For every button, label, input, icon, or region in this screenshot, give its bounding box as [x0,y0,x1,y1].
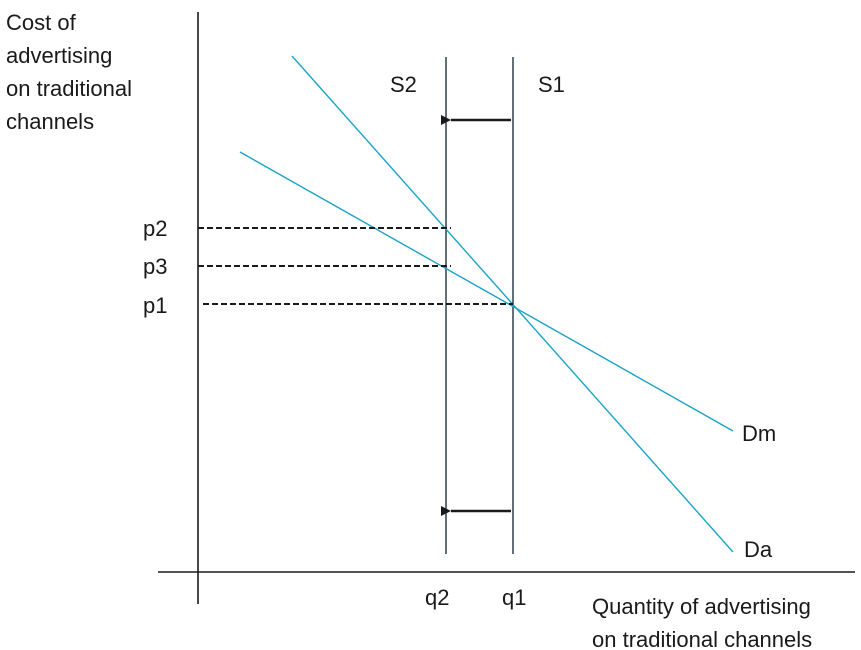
demand-curve-dm [239,151,734,432]
price-label-p2: p2 [143,216,167,241]
quantity-label-q1: q1 [502,585,526,610]
price-label-p1: p1 [143,293,167,318]
supply-label-s2: S2 [390,72,417,97]
quantity-label-q2: q2 [425,585,449,610]
y-axis-label: Cost of advertising on traditional chann… [6,10,138,134]
supply-label-s1: S1 [538,72,565,97]
demand-label-dm: Dm [742,421,776,446]
price-label-p3: p3 [143,254,167,279]
demand-label-da: Da [744,537,773,562]
x-axis-label: Quantity of advertising on traditional c… [592,594,817,650]
